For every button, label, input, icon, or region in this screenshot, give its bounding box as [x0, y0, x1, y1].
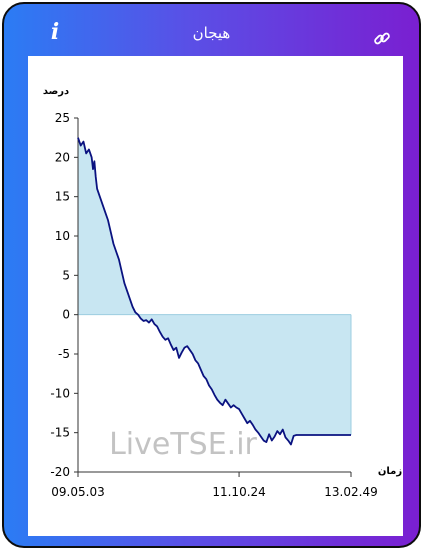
- y-tick-label: 10: [55, 229, 70, 243]
- x-tick-label: 09.05.03: [51, 485, 104, 499]
- area-fill: [78, 137, 351, 445]
- emotion-chart: 25 20 15 10 5 0 -5 -10 -15 -20 09.05.03 11.10.24 13.…: [43, 86, 403, 499]
- y-tick-label: -5: [58, 347, 70, 361]
- y-tick-label: -20: [50, 465, 70, 479]
- y-axis-label: درصد: [43, 86, 69, 97]
- y-tick-label: 5: [62, 268, 70, 282]
- link-icon-graphic: [374, 32, 390, 45]
- link-icon[interactable]: [373, 30, 391, 48]
- x-tick-label: 13.02.49: [324, 485, 377, 499]
- watermark: LiveTSE.ir: [109, 427, 257, 462]
- y-tick-label: -15: [50, 426, 70, 440]
- y-tick-label: 15: [55, 190, 70, 204]
- y-tick-label: 20: [55, 150, 70, 164]
- x-tick-label: 11.10.24: [212, 485, 265, 499]
- header-bar: i هیجان: [4, 4, 419, 56]
- x-axis-label: زمان: [378, 466, 402, 477]
- series-line: [77, 137, 351, 446]
- y-tick-label: -10: [50, 386, 70, 400]
- y-tick-label: 25: [55, 111, 70, 125]
- app-frame: i هیجان 25 20 15 10 5 0 -5 -10 -15 -20 09.05.03 11.…: [2, 2, 421, 548]
- page-title: هیجان: [192, 24, 231, 42]
- y-tick-label: 0: [62, 308, 70, 322]
- info-icon[interactable]: i: [50, 19, 60, 45]
- chart-panel: 25 20 15 10 5 0 -5 -10 -15 -20 09.05.03 11.10.24 13.…: [28, 56, 403, 536]
